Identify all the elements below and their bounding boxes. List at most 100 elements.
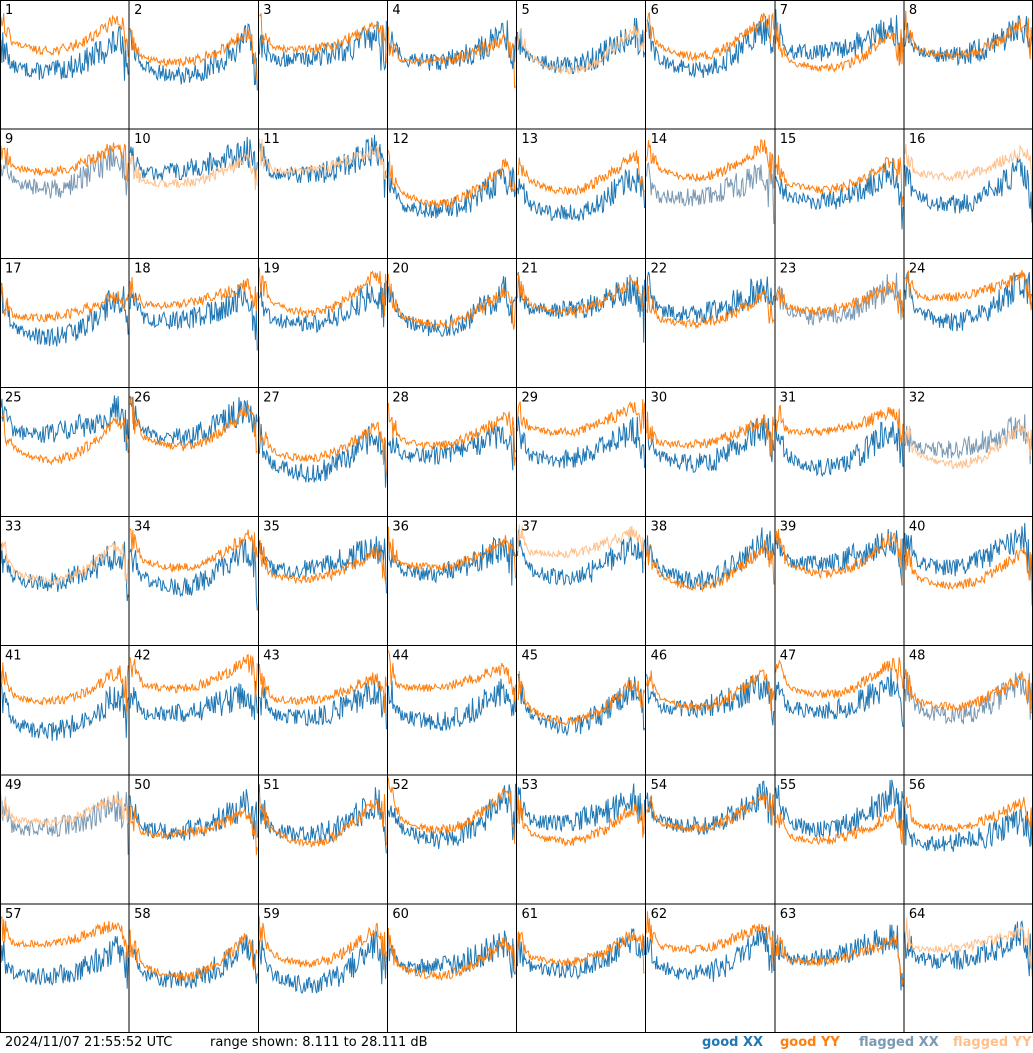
trace-xx-8 <box>904 15 1033 67</box>
legend-good-xx: good XX <box>702 1035 764 1050</box>
trace-xx-12 <box>387 161 516 219</box>
panel-label-55: 55 <box>780 778 797 793</box>
trace-xx-31 <box>775 419 904 478</box>
trace-yy-62 <box>646 911 775 964</box>
traces-layer <box>0 9 1033 994</box>
trace-yy-41 <box>0 662 129 712</box>
trace-xx-32 <box>904 414 1033 465</box>
panel-label-5: 5 <box>522 3 530 18</box>
panel-label-34: 34 <box>134 520 151 535</box>
panel-label-31: 31 <box>780 390 797 405</box>
panel-label-36: 36 <box>392 520 409 535</box>
panel-label-19: 19 <box>263 261 280 276</box>
panel-label-18: 18 <box>134 261 151 276</box>
panel-label-20: 20 <box>392 261 409 276</box>
trace-xx-7 <box>775 9 904 63</box>
trace-yy-53 <box>517 797 646 848</box>
trace-xx-14 <box>646 161 775 224</box>
trace-yy-31 <box>775 404 904 444</box>
panel-label-28: 28 <box>392 390 409 405</box>
trace-xx-13 <box>517 168 646 222</box>
panel-label-44: 44 <box>392 649 409 664</box>
trace-xx-44 <box>387 678 516 732</box>
panel-label-58: 58 <box>134 907 151 922</box>
trace-yy-16 <box>904 144 1033 195</box>
trace-xx-60 <box>387 928 516 979</box>
panel-label-9: 9 <box>5 132 13 147</box>
timestamp: 2024/11/07 21:55:52 UTC <box>5 1035 173 1050</box>
panel-label-4: 4 <box>392 3 400 18</box>
trace-xx-16 <box>904 158 1033 223</box>
panel-label-27: 27 <box>263 390 280 405</box>
panel-label-13: 13 <box>522 132 539 147</box>
panel-label-50: 50 <box>134 778 151 793</box>
trace-xx-42 <box>129 680 258 723</box>
trace-xx-52 <box>387 783 516 849</box>
panel-label-2: 2 <box>134 3 142 18</box>
panel-label-42: 42 <box>134 649 151 664</box>
trace-xx-40 <box>904 522 1033 581</box>
trace-yy-64 <box>904 917 1033 977</box>
trace-yy-1 <box>0 13 129 57</box>
trace-yy-38 <box>646 539 775 593</box>
panel-label-41: 41 <box>5 649 22 664</box>
trace-yy-39 <box>775 528 904 585</box>
panel-label-46: 46 <box>651 649 668 664</box>
range-text: range shown: 8.111 to 28.111 dB <box>210 1035 428 1050</box>
trace-yy-50 <box>129 806 258 856</box>
trace-yy-60 <box>387 927 516 982</box>
panel-label-7: 7 <box>780 3 788 18</box>
trace-xx-41 <box>0 682 129 742</box>
panel-label-54: 54 <box>651 778 668 793</box>
panel-label-49: 49 <box>5 778 22 793</box>
trace-yy-8 <box>904 10 1033 61</box>
footer-bar: 2024/11/07 21:55:52 UTC range shown: 8.1… <box>0 1033 1033 1053</box>
panel-label-23: 23 <box>780 261 797 276</box>
trace-yy-24 <box>904 269 1033 311</box>
trace-xx-57 <box>0 936 129 989</box>
trace-xx-29 <box>517 416 646 469</box>
trace-yy-61 <box>517 931 645 974</box>
panel-label-1: 1 <box>5 3 13 18</box>
panel-label-37: 37 <box>522 520 539 535</box>
trace-yy-46 <box>646 669 775 712</box>
panel-label-63: 63 <box>780 907 797 922</box>
trace-yy-43 <box>258 663 387 714</box>
panel-label-11: 11 <box>263 132 280 147</box>
trace-xx-21 <box>517 271 646 343</box>
panel-label-57: 57 <box>5 907 22 922</box>
trace-xx-27 <box>258 423 387 488</box>
trace-xx-6 <box>646 15 775 78</box>
panel-label-22: 22 <box>651 261 668 276</box>
trace-yy-4 <box>387 26 516 89</box>
panel-label-12: 12 <box>392 132 409 147</box>
trace-xx-35 <box>258 536 387 594</box>
trace-yy-63 <box>775 934 904 986</box>
trace-yy-49 <box>0 794 129 829</box>
trace-yy-15 <box>775 155 904 206</box>
trace-xx-48 <box>904 672 1033 725</box>
trace-xx-36 <box>387 529 516 586</box>
panel-label-52: 52 <box>392 778 409 793</box>
trace-yy-55 <box>775 806 904 846</box>
panel-label-40: 40 <box>909 520 926 535</box>
panel-label-6: 6 <box>651 3 659 18</box>
trace-yy-9 <box>0 142 129 182</box>
trace-xx-53 <box>517 783 646 834</box>
trace-yy-25 <box>0 411 129 466</box>
panel-label-60: 60 <box>392 907 409 922</box>
trace-xx-56 <box>904 807 1033 852</box>
trace-xx-38 <box>646 527 775 591</box>
panel-label-35: 35 <box>263 520 280 535</box>
panel-label-47: 47 <box>780 649 797 664</box>
trace-yy-6 <box>646 12 775 62</box>
trace-xx-18 <box>129 284 258 351</box>
trace-xx-61 <box>517 928 646 980</box>
trace-xx-47 <box>775 668 904 727</box>
panel-label-25: 25 <box>5 390 22 405</box>
trace-xx-34 <box>129 539 258 611</box>
trace-yy-3 <box>258 13 387 63</box>
trace-yy-12 <box>387 150 516 209</box>
